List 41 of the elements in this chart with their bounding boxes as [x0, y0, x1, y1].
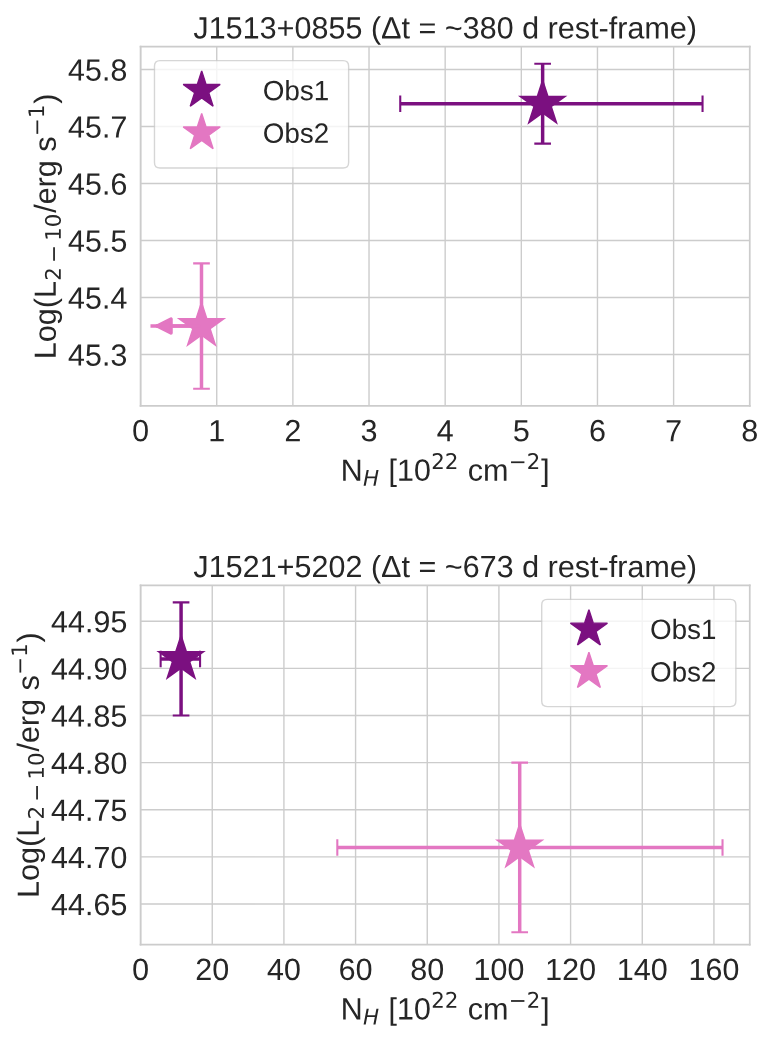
x-tick-label: 40: [267, 958, 300, 981]
y-tick-label: 44.75: [51, 799, 127, 822]
y-tick-label: 44.70: [51, 846, 127, 869]
y-tick-label: 45.5: [68, 230, 127, 252]
y-tick-label: 44.95: [51, 610, 127, 633]
x-tick-label: 7: [666, 420, 681, 442]
x-tick-label: 1: [210, 420, 224, 442]
x-tick-label: 8: [742, 419, 757, 442]
y-axis-title: Log(L$_{2−10}$/erg s$^{−1}$): [28, 95, 63, 357]
x-tick-label: 60: [340, 958, 372, 981]
y-tick-label: 45.8: [68, 59, 127, 81]
x-tick-label: 0: [133, 419, 148, 442]
x-axis-title: N$_{H}$ [10$^{22}$ cm$^{−2}$]: [343, 453, 548, 487]
x-tick-label: 160: [690, 958, 739, 981]
x-tick-label: 100: [475, 958, 524, 981]
y-tick-label: 44.90: [51, 658, 127, 680]
x-tick-label: 3: [361, 419, 377, 442]
x-tick-label: 120: [547, 958, 595, 981]
legend-label: Obs2: [651, 661, 716, 682]
y-axis-title: Log(L$_{2−10}$/erg s$^{−1}$): [11, 634, 46, 896]
x-tick-label: 6: [590, 419, 605, 442]
y-tick-label: 44.65: [51, 893, 127, 916]
chart-title: J1521+5202 (Δt = ~673 d rest-frame): [193, 554, 696, 584]
x-tick-label: 80: [411, 958, 444, 981]
x-tick-label: 0: [133, 958, 148, 981]
chart-title: J1513+0855 (Δt = ~380 d rest-frame): [193, 16, 696, 45]
y-tick-label: 45.4: [68, 287, 127, 309]
x-tick-label: 20: [196, 958, 229, 981]
y-tick-label: 45.7: [68, 116, 126, 138]
y-tick-label: 45.3: [68, 344, 127, 366]
x-tick-label: 2: [285, 419, 300, 442]
x-tick-label: 140: [619, 958, 667, 981]
legend-label: Obs1: [651, 618, 716, 640]
legend-label: Obs2: [264, 122, 328, 144]
x-tick-label: 4: [437, 420, 453, 442]
legend-label: Obs1: [264, 80, 328, 101]
y-tick-label: 44.80: [51, 752, 127, 775]
y-tick-label: 44.85: [51, 705, 127, 727]
x-tick-label: 5: [514, 420, 529, 442]
x-axis-title: N$_{H}$ [10$^{22}$ cm$^{−2}$]: [343, 991, 548, 1026]
y-tick-label: 45.6: [68, 173, 127, 195]
